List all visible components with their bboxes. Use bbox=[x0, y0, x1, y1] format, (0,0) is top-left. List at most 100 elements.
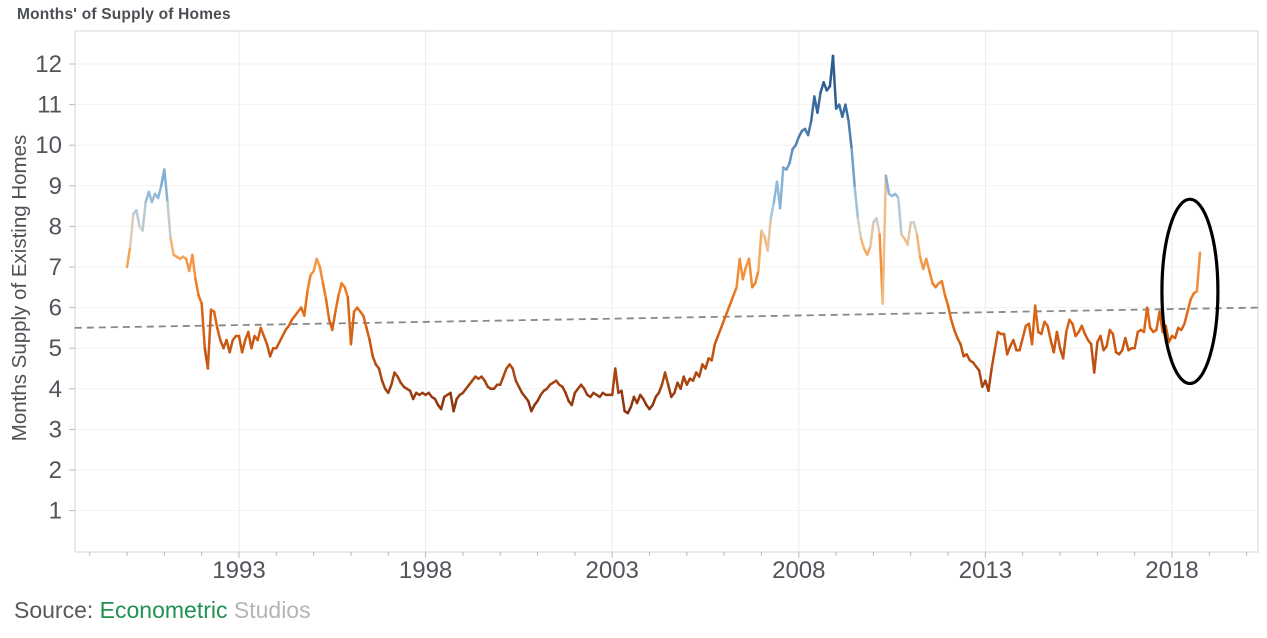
series-segment bbox=[897, 196, 903, 236]
series-segment bbox=[1080, 324, 1087, 336]
series-segment bbox=[906, 221, 913, 246]
series-segment bbox=[191, 253, 197, 281]
x-tick-label-2008: 2008 bbox=[772, 557, 825, 584]
series-segment bbox=[769, 200, 776, 220]
x-tick-label-2018: 2018 bbox=[1145, 557, 1198, 584]
series-segment bbox=[657, 383, 664, 395]
series-segment bbox=[990, 348, 996, 370]
x-tick-label-2003: 2003 bbox=[586, 557, 639, 584]
series-segment bbox=[262, 334, 269, 346]
series-segment bbox=[362, 314, 368, 330]
series-segment bbox=[738, 257, 745, 281]
series-segment bbox=[377, 367, 384, 382]
series-segment bbox=[729, 294, 735, 305]
series-segment bbox=[343, 286, 350, 299]
source-org-name: Econometric bbox=[99, 597, 228, 623]
series-segment bbox=[844, 103, 850, 123]
series-segment bbox=[166, 200, 172, 240]
series-segment bbox=[666, 383, 673, 399]
series-segment bbox=[1158, 310, 1164, 334]
y-axis-title: Months Supply of Existing Homes bbox=[8, 135, 31, 442]
trend-line bbox=[74, 306, 1258, 329]
series-segment bbox=[912, 221, 919, 236]
series-segment bbox=[1124, 336, 1130, 352]
series-segment bbox=[498, 375, 505, 386]
y-tick-label-3: 3 bbox=[49, 416, 62, 443]
series-segment bbox=[564, 391, 570, 403]
y-tick-label-11: 11 bbox=[37, 92, 62, 119]
series-segment bbox=[387, 383, 393, 395]
series-segment bbox=[875, 217, 881, 236]
series-segment bbox=[847, 119, 853, 151]
series-segment bbox=[1021, 324, 1028, 340]
series-segment bbox=[766, 217, 773, 253]
series-segment bbox=[268, 346, 275, 358]
series-segment bbox=[1005, 344, 1012, 356]
series-segment bbox=[713, 334, 720, 346]
series-segment bbox=[940, 279, 947, 297]
y-tick-label-8: 8 bbox=[49, 213, 62, 240]
series-segment bbox=[809, 95, 816, 123]
series-segment bbox=[716, 326, 723, 338]
series-segment bbox=[259, 326, 266, 338]
series-segment bbox=[959, 342, 965, 358]
gridlines bbox=[75, 31, 1258, 552]
y-tick-label-2: 2 bbox=[49, 457, 62, 484]
source-org-suffix: Studios bbox=[233, 597, 311, 623]
series-segment bbox=[831, 54, 838, 110]
series-segment bbox=[1030, 304, 1037, 346]
series-segment bbox=[324, 298, 331, 322]
series-segment bbox=[778, 166, 785, 210]
series-segment bbox=[663, 371, 670, 386]
series-segment bbox=[710, 342, 717, 362]
series-segment bbox=[987, 367, 993, 393]
series-segment bbox=[1055, 330, 1062, 350]
series-segment bbox=[570, 391, 577, 407]
highlight-ellipse bbox=[1160, 197, 1220, 386]
series-segment bbox=[884, 174, 891, 196]
series-segment bbox=[726, 302, 732, 313]
y-tick-label-5: 5 bbox=[49, 335, 62, 362]
series-segment bbox=[169, 237, 175, 257]
series-segment bbox=[365, 326, 371, 342]
series-segment bbox=[620, 389, 626, 413]
series-segment bbox=[949, 318, 956, 332]
series-segment bbox=[722, 310, 729, 322]
y-tick-label-7: 7 bbox=[49, 254, 62, 281]
series-segment bbox=[331, 310, 337, 332]
series-segment bbox=[719, 318, 726, 330]
series-segment bbox=[141, 200, 147, 232]
x-tick-labels: 1993 1998 2003 2008 2013 2018 bbox=[212, 557, 1198, 584]
series-segment bbox=[853, 186, 860, 220]
source-label: Source: bbox=[14, 597, 94, 623]
series-segment bbox=[1065, 318, 1071, 334]
plot-area bbox=[74, 30, 1259, 553]
series-segment bbox=[390, 371, 396, 386]
series-segment bbox=[206, 308, 213, 370]
series-segment bbox=[1040, 320, 1046, 336]
series-segment bbox=[859, 237, 866, 250]
series-segment bbox=[334, 294, 340, 313]
series-segment bbox=[1111, 332, 1118, 354]
series-segment bbox=[318, 265, 325, 285]
series-segment bbox=[502, 367, 508, 378]
series-segment bbox=[128, 212, 135, 248]
series-segment bbox=[794, 135, 801, 147]
series-segment bbox=[439, 395, 446, 411]
y-tick-label-10: 10 bbox=[35, 132, 62, 159]
y-tick-label-4: 4 bbox=[49, 376, 62, 403]
series-segment bbox=[698, 363, 704, 378]
series-segment bbox=[946, 304, 953, 322]
y-tick-label-12: 12 bbox=[35, 51, 62, 78]
axis-ticks bbox=[69, 63, 1248, 558]
series-segment bbox=[1145, 306, 1152, 330]
series-segment bbox=[869, 221, 875, 248]
series-segment bbox=[306, 273, 312, 293]
x-tick-label-2013: 2013 bbox=[959, 557, 1012, 584]
series-segment bbox=[928, 269, 934, 285]
series-segment bbox=[315, 257, 322, 269]
series-segment bbox=[865, 245, 872, 257]
y-tick-label-9: 9 bbox=[49, 173, 62, 200]
series-segment bbox=[1173, 326, 1180, 340]
annotation-ellipse bbox=[1160, 197, 1220, 386]
